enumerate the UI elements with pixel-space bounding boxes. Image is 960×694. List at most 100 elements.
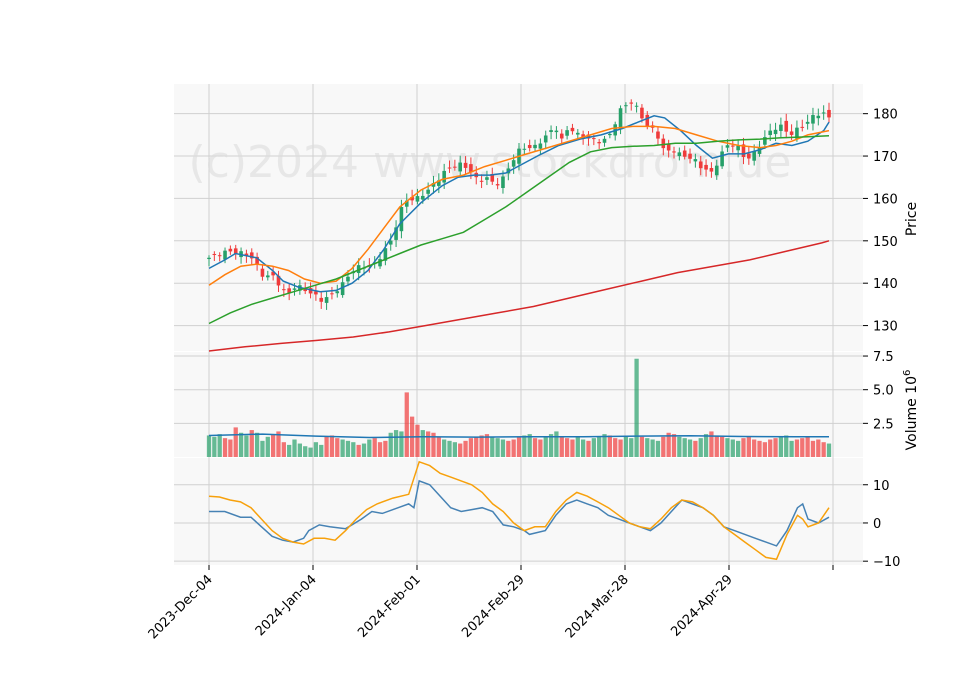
volume-bar xyxy=(564,438,570,457)
volume-bar xyxy=(639,436,645,457)
volume-bar xyxy=(351,442,356,457)
candle-body xyxy=(255,256,259,266)
candle-body xyxy=(752,151,756,161)
volume-bar xyxy=(244,435,249,457)
candle-body xyxy=(795,127,799,139)
price-y-tick-label: 150 xyxy=(873,235,898,250)
candle-body xyxy=(565,130,569,136)
candle-body xyxy=(340,282,345,296)
volume-bar xyxy=(655,440,661,457)
volume-bar xyxy=(736,440,741,457)
x-tick-label: 2023-Dec-04 xyxy=(146,572,216,642)
volume-bar xyxy=(794,439,800,457)
vol-y-tick-label: 5.0 xyxy=(873,384,894,399)
volume-bar xyxy=(778,436,784,457)
volume-bar xyxy=(591,438,596,457)
candle-body xyxy=(747,153,751,159)
volume-bar xyxy=(222,438,228,457)
volume-bar xyxy=(826,443,832,457)
candle-body xyxy=(356,265,361,274)
volume-bar xyxy=(404,392,409,457)
volume-bar xyxy=(746,436,751,457)
candle-body xyxy=(645,114,650,127)
candle-body xyxy=(244,253,249,256)
volume-bar xyxy=(666,432,671,457)
candle-body xyxy=(228,248,233,252)
candle-body xyxy=(757,147,762,154)
volume-bar xyxy=(254,432,260,457)
volume-bar xyxy=(613,438,618,457)
candle-body xyxy=(602,138,607,143)
candle-body xyxy=(388,240,393,245)
volume-bar xyxy=(292,439,297,457)
volume-bar xyxy=(650,439,655,457)
x-tick-label: 2024-Apr-29 xyxy=(668,572,735,639)
volume-bar xyxy=(816,439,821,457)
volume-bar xyxy=(228,439,233,457)
price-y-tick-label: 130 xyxy=(873,320,898,335)
volume-bar xyxy=(271,434,276,457)
volume-bar xyxy=(458,443,463,457)
candle-body xyxy=(431,183,436,187)
macd-line xyxy=(208,460,830,561)
volume-bar xyxy=(506,440,511,457)
volume-bar xyxy=(276,431,281,457)
candle-body xyxy=(549,130,553,132)
price-y-tick-label: 140 xyxy=(873,277,898,292)
price-ma-line xyxy=(208,134,830,325)
macd-y-tick-label: −10 xyxy=(873,555,900,570)
volume-bar xyxy=(719,436,725,457)
candle-body xyxy=(453,166,457,168)
candle-body xyxy=(319,297,324,302)
candle-body xyxy=(383,248,388,261)
candle-body xyxy=(592,138,596,140)
watermark: (c)2024 www.stockdrom.de xyxy=(189,137,792,188)
candle-body xyxy=(292,288,297,290)
candle-body xyxy=(682,150,687,157)
candle-body xyxy=(714,165,719,176)
candle-body xyxy=(768,130,773,136)
volume-bar xyxy=(784,435,789,457)
candle-body xyxy=(554,130,559,133)
candle-body xyxy=(314,291,318,295)
vol-y-tick-label: 7.5 xyxy=(873,350,894,365)
volume-bar xyxy=(383,440,388,457)
volume-bar xyxy=(768,439,773,457)
candle-body xyxy=(522,148,527,150)
volume-bar xyxy=(495,438,500,457)
volume-bar xyxy=(629,438,634,457)
candle-body xyxy=(538,143,543,149)
candle-body xyxy=(736,145,740,151)
price-ma-line xyxy=(208,125,830,286)
volume-bar xyxy=(297,443,302,457)
volume-bar xyxy=(479,435,484,457)
volume-bar xyxy=(527,434,532,457)
volume-bar xyxy=(281,442,286,457)
volume-bar xyxy=(538,439,543,457)
volume-bar xyxy=(426,431,431,457)
volume-bar xyxy=(324,436,329,457)
volume-bar xyxy=(682,438,687,457)
volume-bar xyxy=(490,436,495,457)
volume-bar xyxy=(677,436,682,457)
candle-body xyxy=(501,176,505,189)
candle-body xyxy=(608,133,612,136)
volume-bar xyxy=(367,439,372,457)
candle-body xyxy=(827,109,831,118)
volume-bar xyxy=(725,438,730,457)
volume-bar xyxy=(308,447,313,457)
volume-bar xyxy=(687,439,693,457)
candle-body xyxy=(437,180,441,186)
volume-bar xyxy=(249,430,254,457)
volume-bar xyxy=(821,442,826,457)
volume-bar xyxy=(303,446,308,457)
volume-bar xyxy=(575,436,580,457)
candle-body xyxy=(575,132,580,135)
x-tick-label: 2024-Mar-28 xyxy=(563,572,632,641)
candle-body xyxy=(661,138,666,149)
volume-bar xyxy=(238,432,244,457)
candle-body xyxy=(800,126,805,128)
candle-body xyxy=(223,250,227,260)
price-y-tick-label: 170 xyxy=(873,150,898,165)
